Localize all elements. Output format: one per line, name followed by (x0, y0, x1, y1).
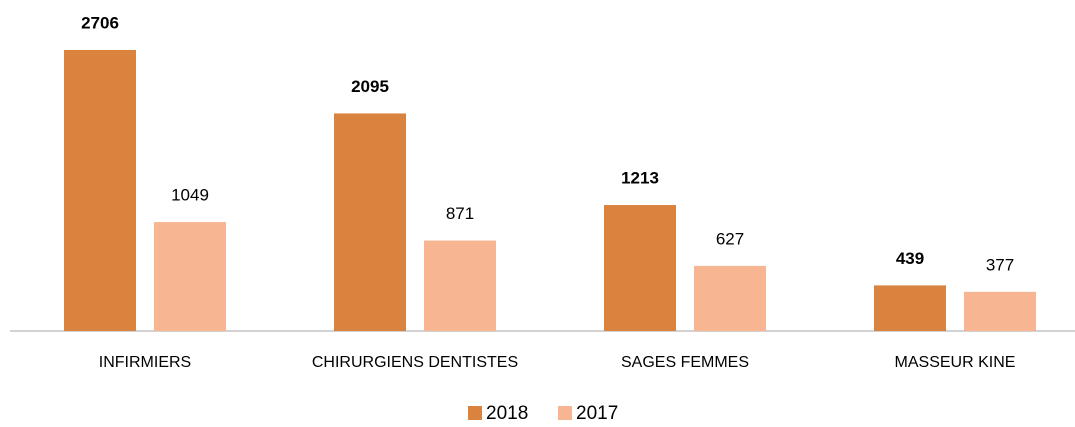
bar (874, 285, 946, 331)
x-tick-label: SAGES FEMMES (621, 354, 749, 371)
bar (694, 265, 766, 331)
bar (424, 240, 496, 331)
bar (64, 50, 136, 331)
x-tick-label: INFIRMIERS (99, 354, 191, 371)
data-label: 1213 (621, 169, 659, 188)
bar (334, 113, 406, 331)
bar (604, 205, 676, 331)
legend-swatch (468, 406, 482, 420)
data-label: 377 (986, 255, 1014, 274)
bar (154, 222, 226, 331)
data-label: 627 (716, 229, 744, 248)
x-tick-label: MASSEUR KINE (895, 354, 1016, 371)
bar (964, 291, 1036, 331)
data-label: 871 (446, 204, 474, 223)
data-label: 439 (896, 249, 924, 268)
legend-label: 2017 (576, 403, 618, 424)
legend-label: 2018 (486, 403, 528, 424)
data-label: 2095 (351, 77, 389, 96)
x-tick-label: CHIRURGIENS DENTISTES (312, 354, 518, 371)
legend-swatch (558, 406, 572, 420)
data-label: 1049 (171, 186, 209, 205)
data-label: 2706 (81, 13, 119, 32)
